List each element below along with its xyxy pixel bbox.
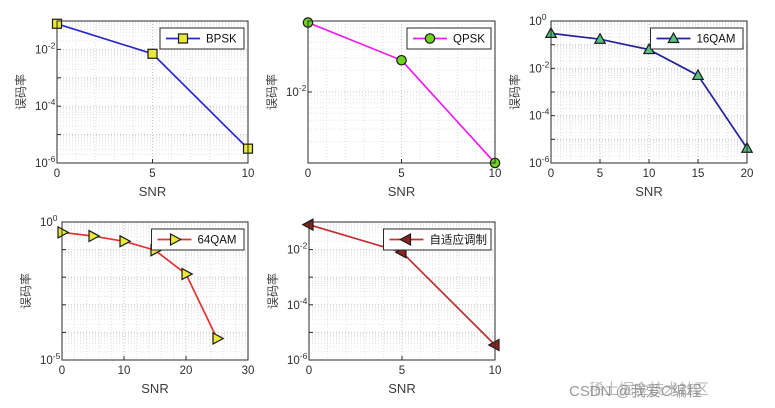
svg-text:10: 10 — [489, 365, 502, 377]
y-tick-labels-bpsk: 10-2 10-4 10-6 — [35, 40, 56, 170]
svg-text:10: 10 — [489, 168, 502, 180]
chart-16qam: 0 5 10 15 20 100 10-2 10-4 10-6 SNR 误码率 16QAM — [507, 12, 753, 199]
triangle-left-marker — [487, 338, 500, 352]
legend-16qam: 16QAM — [650, 27, 744, 50]
triangle-left-marker — [399, 232, 412, 247]
x-tick-labels-bpsk: 0 5 10 — [54, 168, 255, 180]
x-axis-label-adaptive: SNR — [388, 381, 415, 396]
svg-text:10-4: 10-4 — [35, 97, 56, 113]
x-axis-label-64qam: SNR — [141, 381, 168, 396]
legend-label-adaptive: 自适应调制 — [430, 233, 488, 247]
svg-text:10-2: 10-2 — [286, 83, 307, 99]
triangle-right-marker — [212, 332, 225, 346]
circle-marker — [396, 54, 407, 66]
svg-text:0: 0 — [306, 365, 312, 377]
triangle-up-marker — [667, 31, 680, 44]
svg-text:10-5: 10-5 — [40, 351, 61, 367]
svg-text:10-2: 10-2 — [35, 40, 56, 56]
y-tick-labels-adaptive: 10-2 10-4 10-6 — [287, 241, 308, 367]
svg-text:5: 5 — [398, 168, 404, 180]
tick-marks-qpsk — [307, 20, 496, 164]
y-axis-label-qpsk: 误码率 — [264, 74, 279, 110]
y-axis-label-64qam: 误码率 — [18, 273, 33, 309]
svg-text:10-4: 10-4 — [529, 107, 550, 123]
legend-label-64qam: 64QAM — [198, 235, 237, 247]
chart-bpsk: 0 5 10 10-2 10-4 10-6 SNR 误码率 BPSK — [13, 18, 255, 199]
svg-text:100: 100 — [529, 12, 547, 28]
triangle-up-marker — [691, 68, 705, 81]
x-tick-labels-64qam: 0 10 20 30 — [59, 365, 255, 377]
svg-text:10-6: 10-6 — [287, 351, 308, 367]
64qam-series-line — [61, 231, 218, 339]
legend-64qam: 64QAM — [151, 228, 245, 251]
svg-text:20: 20 — [180, 365, 193, 377]
major-grid-qpsk — [308, 21, 495, 163]
tick-marks-adaptive — [308, 221, 496, 361]
circle-marker — [424, 33, 436, 44]
svg-text:30: 30 — [242, 365, 255, 377]
x-axis-label-bpsk: SNR — [139, 184, 166, 199]
square-marker — [177, 33, 189, 44]
y-tick-labels-qpsk: 10-2 — [286, 83, 307, 99]
svg-text:0: 0 — [305, 168, 311, 180]
svg-text:100: 100 — [40, 213, 58, 229]
x-axis-label-qpsk: SNR — [388, 184, 415, 199]
triangle-up-marker — [593, 32, 607, 44]
y-axis-label-16qam: 误码率 — [507, 74, 522, 110]
svg-text:10: 10 — [643, 168, 656, 180]
svg-text:10-2: 10-2 — [529, 59, 550, 75]
legend-bpsk: BPSK — [159, 27, 245, 50]
chart-adaptive: 0 5 10 10-2 10-4 10-6 SNR 误码率 自适应调制 — [265, 218, 502, 396]
svg-text:10-4: 10-4 — [287, 296, 308, 312]
x-tick-labels-16qam: 0 5 10 15 20 — [548, 168, 754, 180]
chart-qpsk: 0 5 10 10-2 SNR 误码率 QPSK — [264, 17, 502, 199]
triangle-right-marker — [88, 229, 101, 243]
tick-marks-bpsk — [56, 20, 249, 164]
svg-text:0: 0 — [59, 365, 65, 377]
triangle-right-marker — [119, 234, 132, 248]
svg-text:15: 15 — [692, 168, 705, 180]
x-axis-label-16qam: SNR — [635, 184, 662, 199]
svg-text:10: 10 — [118, 365, 131, 377]
chart-64qam: 0 10 20 30 100 10-5 SNR 误码率 64QAM — [18, 213, 254, 396]
svg-text:10-6: 10-6 — [35, 154, 56, 170]
legend-adaptive: 自适应调制 — [383, 228, 492, 251]
square-marker — [147, 48, 158, 59]
triangle-right-marker — [57, 225, 70, 239]
legend-label-bpsk: BPSK — [206, 34, 237, 46]
x-tick-labels-qpsk: 0 5 10 — [305, 168, 502, 180]
legend-label-16qam: 16QAM — [697, 34, 736, 46]
svg-text:5: 5 — [149, 168, 155, 180]
legend-label-qpsk: QPSK — [453, 34, 485, 46]
svg-text:10-2: 10-2 — [287, 241, 308, 257]
axes-box-64qam — [61, 221, 249, 361]
svg-text:0: 0 — [54, 168, 60, 180]
y-axis-label-bpsk: 误码率 — [13, 74, 28, 110]
svg-text:0: 0 — [548, 168, 554, 180]
tick-marks-16qam — [550, 20, 748, 164]
triangle-right-marker — [169, 232, 182, 247]
y-axis-label-adaptive: 误码率 — [265, 273, 280, 309]
tick-marks-64qam — [61, 221, 249, 361]
svg-text:5: 5 — [597, 168, 603, 180]
svg-text:5: 5 — [399, 365, 405, 377]
triangle-right-marker — [181, 267, 194, 281]
x-tick-labels-adaptive: 0 5 10 — [306, 365, 502, 377]
svg-text:10: 10 — [242, 168, 255, 180]
svg-text:10-6: 10-6 — [529, 154, 550, 170]
legend-qpsk: QPSK — [406, 27, 492, 50]
triangle-left-marker — [301, 218, 314, 232]
svg-text:20: 20 — [741, 168, 754, 180]
